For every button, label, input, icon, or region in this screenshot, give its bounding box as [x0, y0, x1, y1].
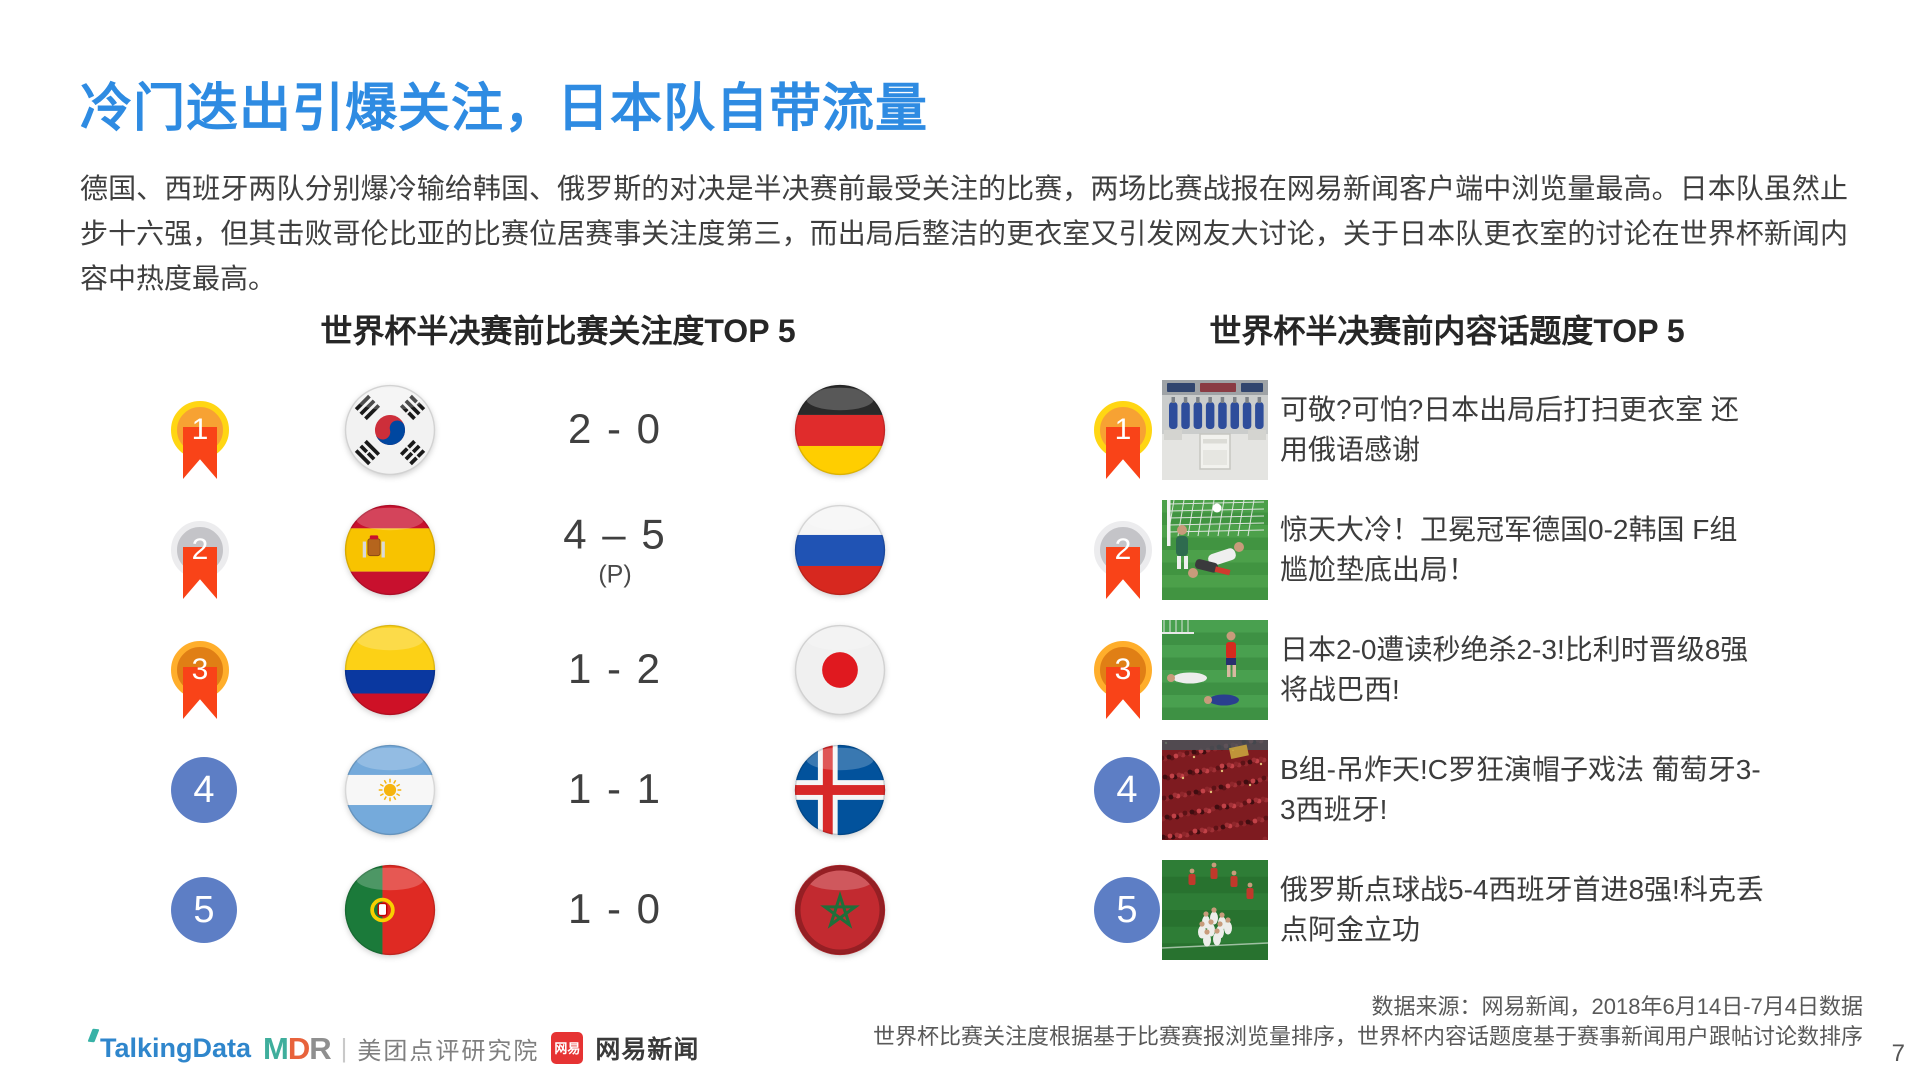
rank-number: 3: [1114, 653, 1132, 686]
source-note-line-2: 世界杯比赛关注度根据基于比赛赛报浏览量排序，世界杯内容话题度基于赛事新闻用户跟帖…: [872, 1024, 1863, 1049]
rank-number: 4: [193, 769, 215, 811]
mdr-letter: R: [309, 1030, 331, 1066]
logo-divider: |: [340, 1032, 348, 1063]
news-headline: B组-吊炸天!C罗狂演帽子戏法 葡萄牙3-3西班牙!: [1280, 754, 1761, 825]
match-score-cell: 1 - 0: [520, 885, 710, 935]
flag-morocco-icon: [793, 863, 887, 957]
rank-medal: 4: [1094, 757, 1160, 823]
news-row: 3 日本2-0遭读秒绝杀2-3!比利时晋级8强将战巴西!: [0, 610, 1921, 730]
rank-medal: 5: [1094, 877, 1160, 943]
match-score-cell: 2 - 0: [520, 405, 710, 455]
rank-medal-circle: 2: [1094, 521, 1152, 579]
news-row: 1 可敬?可怕?日本出局后打扫更衣室 还用俄语感谢: [0, 370, 1921, 490]
flag-russia-icon: [793, 503, 887, 597]
rank-medal-circle: 4: [171, 757, 237, 823]
news-thumbnail-locker-room: [1162, 380, 1268, 480]
rank-number: 5: [1116, 889, 1138, 931]
match-score-cell: 1 - 1: [520, 765, 710, 815]
rank-medal-circle: 2: [171, 521, 229, 579]
flag-japan-icon: [793, 623, 887, 717]
news-row: 2 惊天大冷！卫冕冠军德国0-2韩国 F组尴尬垫底出局！: [0, 490, 1921, 610]
flag-germany-icon: [793, 383, 887, 477]
talkingdata-logo: TalkingData: [87, 1028, 252, 1064]
left-panel-title: 世界杯半决赛前比赛关注度TOP 5: [320, 313, 796, 349]
flag-iceland-icon: [793, 743, 887, 837]
flag-colombia-icon: [343, 623, 437, 717]
footer-logos: TalkingData MDR | 美团点评研究院 网易 网易新闻: [87, 1028, 700, 1066]
intro-paragraph: 德国、西班牙两队分别爆冷输给韩国、俄罗斯的对决是半决赛前最受关注的比赛，两场比赛…: [80, 173, 1848, 294]
flag-argentina-icon: [343, 743, 437, 837]
news-row: 5 俄罗斯点球战5-4西班牙首进8强!科克丢点阿金立功: [0, 850, 1921, 970]
rank-medal: 3: [171, 641, 229, 699]
rank-medal: 1: [1094, 401, 1152, 459]
news-thumbnail-red-crowd: [1162, 740, 1268, 840]
rank-number: 3: [191, 653, 209, 686]
match-score-note: (P): [598, 560, 632, 589]
rank-medal-circle: 1: [171, 401, 229, 459]
rank-medal: 4: [171, 757, 237, 823]
page-number: 7: [1891, 1040, 1905, 1067]
mdr-logo: MDR: [263, 1030, 332, 1066]
news-headline: 惊天大冷！卫冕冠军德国0-2韩国 F组尴尬垫底出局！: [1280, 514, 1738, 585]
talkingdata-logo-text: TalkingData: [100, 1032, 252, 1063]
flag-spain-icon: [343, 503, 437, 597]
match-score: 1 - 0: [567, 885, 663, 932]
rank-number: 5: [193, 889, 215, 931]
rank-number: 1: [191, 413, 209, 446]
rank-number: 4: [1116, 769, 1138, 811]
netease-news-label: 网易新闻: [595, 1036, 700, 1064]
match-row: 2 4 – 5 (P): [0, 490, 1000, 610]
talkingdata-tick-icon: [87, 1028, 100, 1042]
rank-medal: 5: [171, 877, 237, 943]
rank-medal-circle: 4: [1094, 757, 1160, 823]
source-note-line-1: 数据来源：网易新闻，2018年6月14日-7月4日数据: [1371, 994, 1863, 1019]
rank-medal-circle: 1: [1094, 401, 1152, 459]
rank-medal: 2: [171, 521, 229, 579]
news-thumbnail-team-celebration: [1162, 860, 1268, 960]
rank-medal-circle: 3: [1094, 641, 1152, 699]
rank-medal-circle: 3: [171, 641, 229, 699]
netease-badge-icon: 网易: [551, 1032, 584, 1064]
mdr-logo-text: MDR: [263, 1030, 332, 1066]
rank-number: 1: [1114, 413, 1132, 446]
match-score: 1 - 1: [567, 765, 663, 812]
rank-medal: 2: [1094, 521, 1152, 579]
meituan-research-label: 美团点评研究院: [357, 1037, 540, 1065]
right-panel-title: 世界杯半决赛前内容话题度TOP 5: [1209, 313, 1685, 349]
match-score-cell: 4 – 5 (P): [520, 511, 710, 590]
match-score: 2 - 0: [567, 405, 663, 452]
mdr-letter: D: [287, 1030, 310, 1066]
flag-portugal-icon: [343, 863, 437, 957]
news-thumbnail-goal-scramble: [1162, 500, 1268, 600]
match-row: 5 1 - 0: [0, 850, 1000, 970]
rank-medal: 1: [171, 401, 229, 459]
source-note: 数据来源：网易新闻，2018年6月14日-7月4日数据 世界杯比赛关注度根据基于…: [873, 992, 1863, 1052]
mdr-letter: M: [263, 1030, 289, 1066]
flag-south-korea-icon: [343, 383, 437, 477]
match-row: 1 2 - 0: [0, 370, 1000, 490]
match-score-cell: 1 - 2: [520, 645, 710, 695]
news-row: 4 B组-吊炸天!C罗狂演帽子戏法 葡萄牙3-3西班牙!: [0, 730, 1921, 850]
rank-medal-circle: 5: [1094, 877, 1160, 943]
rank-number: 2: [191, 533, 209, 566]
news-headline: 日本2-0遭读秒绝杀2-3!比利时晋级8强将战巴西!: [1280, 634, 1749, 705]
rank-medal: 3: [1094, 641, 1152, 699]
match-score: 4 – 5: [563, 510, 667, 558]
match-row: 4 1 - 1: [0, 730, 1000, 850]
match-row: 3 1 - 2: [0, 610, 1000, 730]
news-thumbnail-players-down: [1162, 620, 1268, 720]
news-headline: 俄罗斯点球战5-4西班牙首进8强!科克丢点阿金立功: [1280, 874, 1764, 945]
page-title: 冷门迭出引爆关注，日本队自带流量: [80, 80, 929, 138]
rank-medal-circle: 5: [171, 877, 237, 943]
news-headline: 可敬?可怕?日本出局后打扫更衣室 还用俄语感谢: [1280, 394, 1739, 465]
rank-number: 2: [1114, 533, 1132, 566]
match-score: 1 - 2: [567, 645, 663, 692]
